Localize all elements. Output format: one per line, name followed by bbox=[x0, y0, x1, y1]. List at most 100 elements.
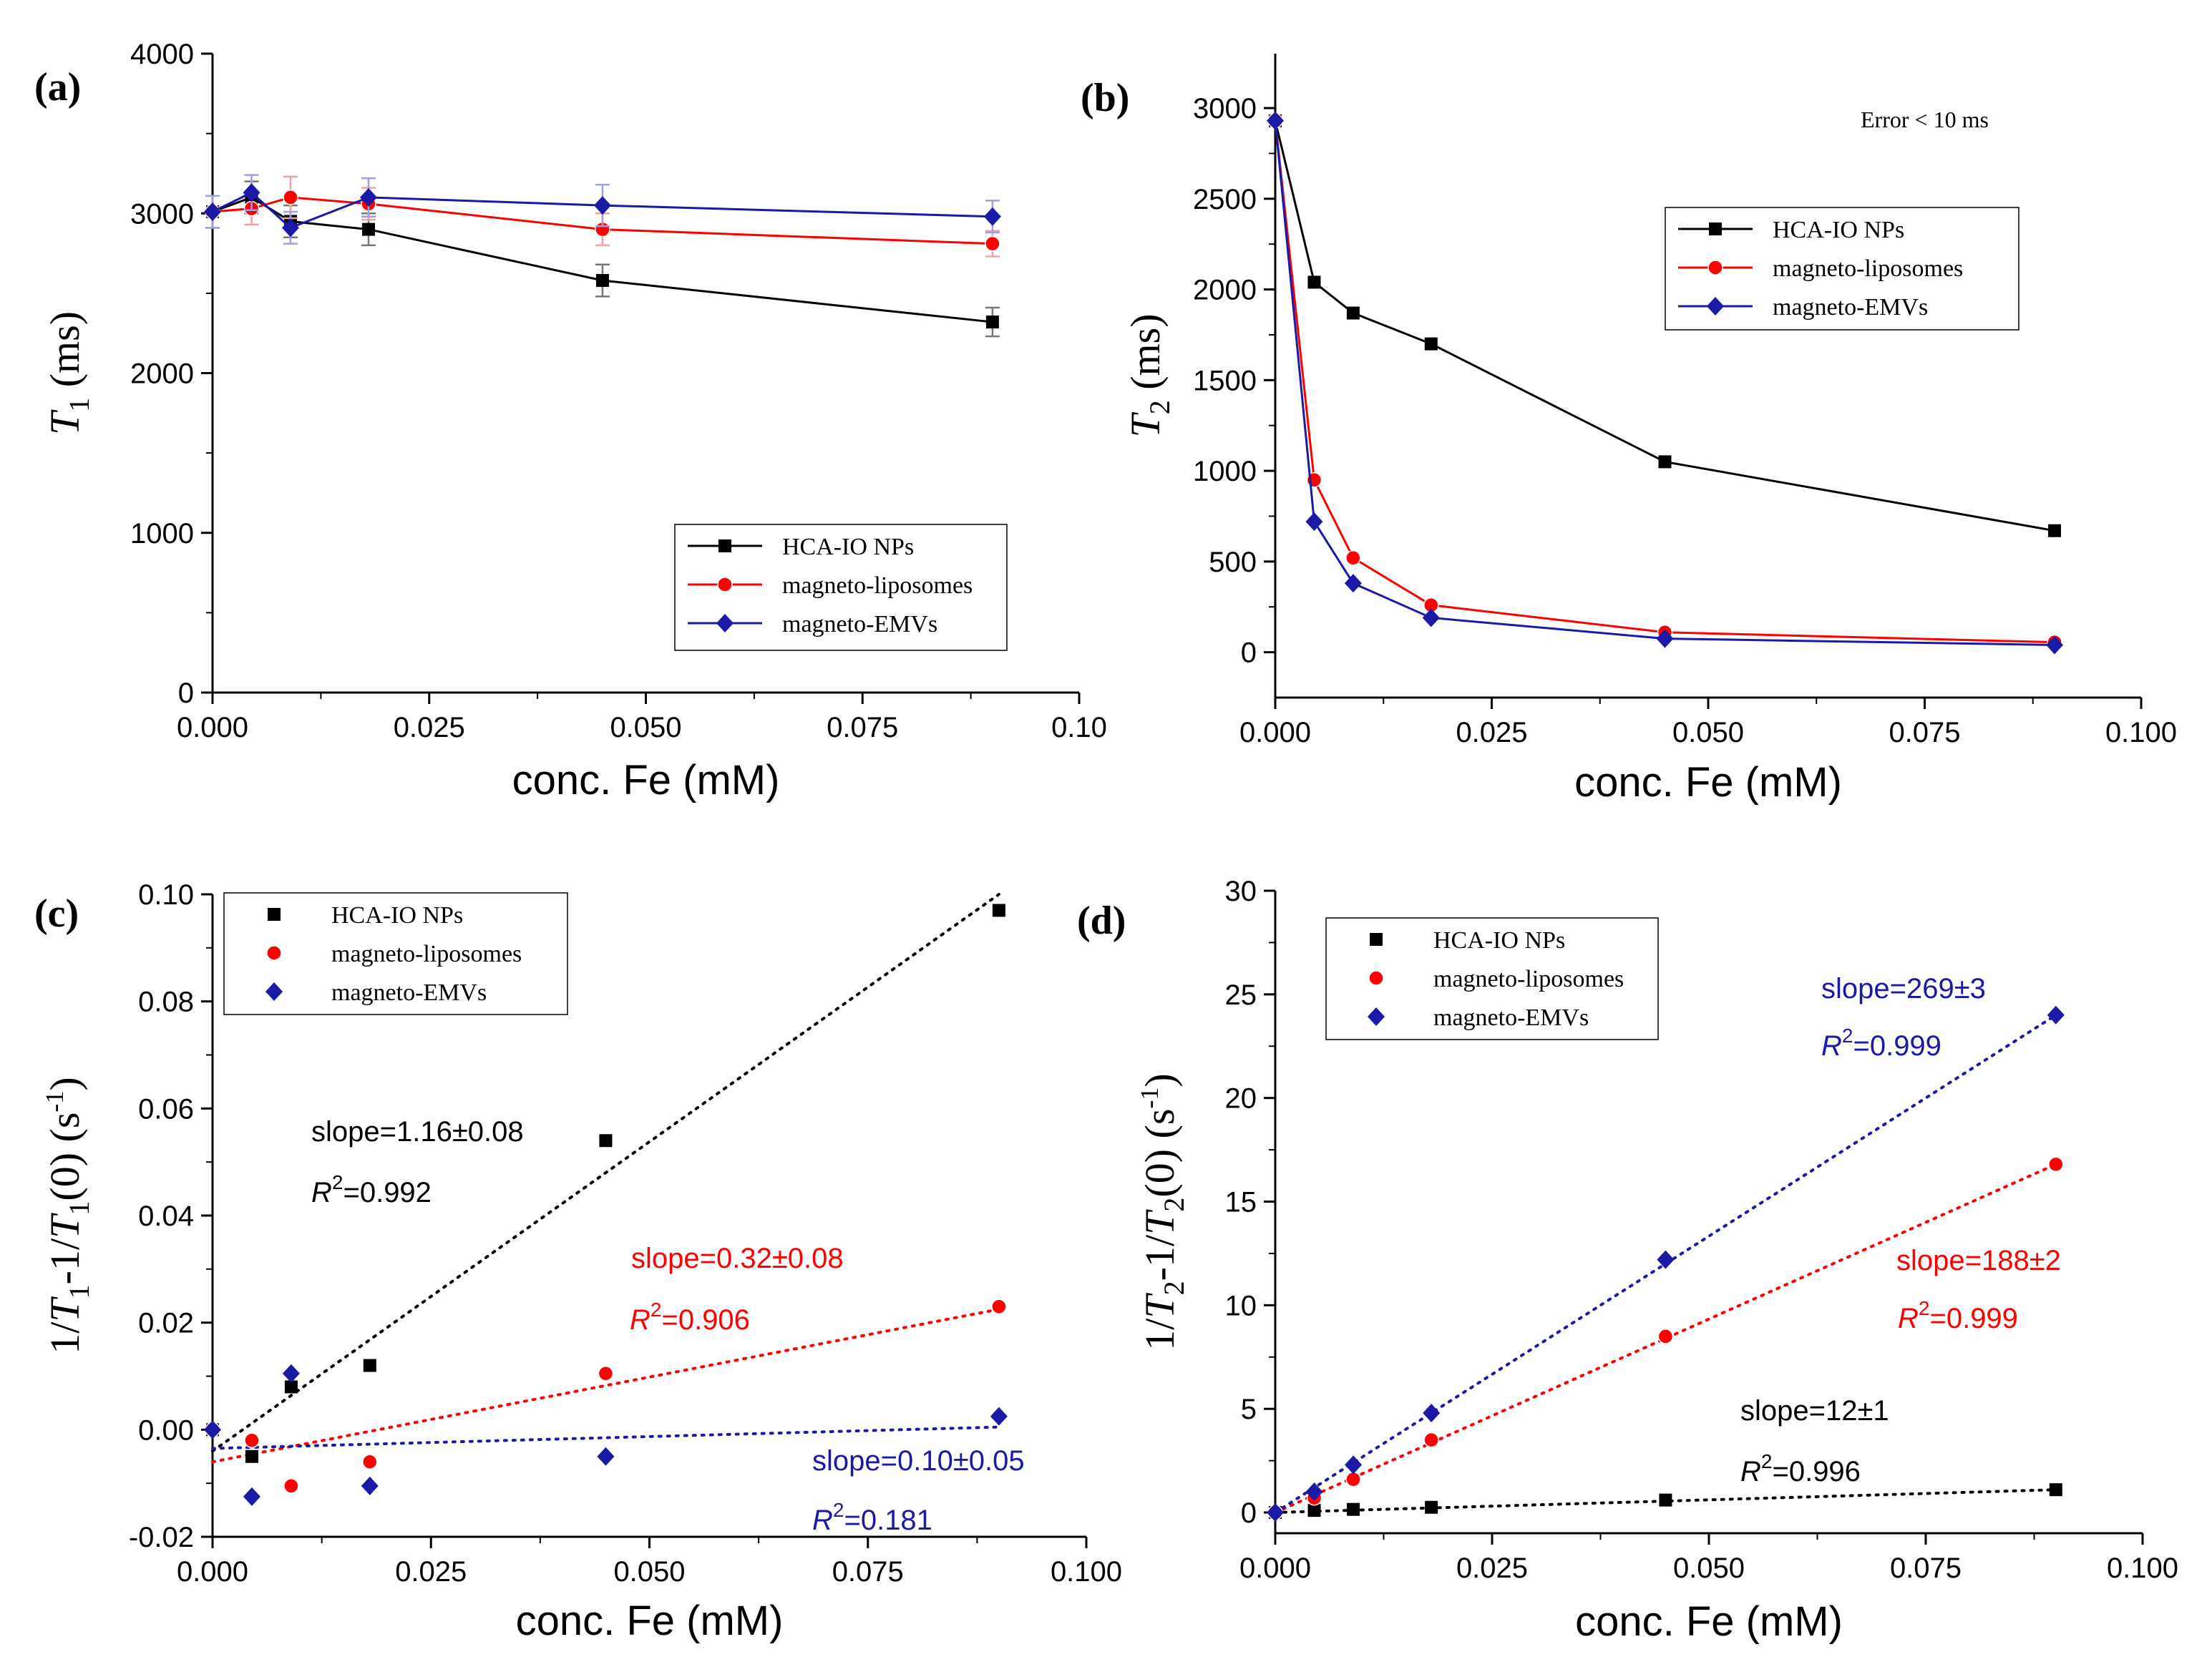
y-axis-title: 1/T2-1/T2(0) (s-1) bbox=[1135, 1073, 1190, 1350]
data-point-magneto-emvs bbox=[361, 1476, 379, 1495]
slope-annotation: slope=188±2 bbox=[1896, 1245, 2061, 1276]
y-tick-label: 0.08 bbox=[138, 987, 194, 1018]
slope-annotation: slope=1.16±0.08 bbox=[311, 1116, 524, 1148]
data-point-magneto-emvs bbox=[359, 187, 377, 207]
data-point-magneto-liposomes bbox=[1345, 550, 1361, 566]
data-point-hca-io-nps bbox=[245, 1450, 258, 1463]
r-squared-annotation: R2=0.906 bbox=[630, 1299, 750, 1336]
y-tick-label: 4000 bbox=[130, 39, 194, 70]
legend-marker-hca-io-nps bbox=[268, 908, 281, 921]
y-tick-label: 0.04 bbox=[138, 1201, 194, 1232]
fit-line-hca-io-nps bbox=[211, 893, 1000, 1453]
panel-a: (a) 0.000 0.025 0.050 0.075 0.10 0 1000 2000 3000… bbox=[34, 39, 1107, 803]
error-note: Error < 10 ms bbox=[1861, 107, 1989, 132]
y-tick-label: 1500 bbox=[1193, 365, 1257, 396]
data-point-magneto-liposomes bbox=[244, 1432, 260, 1449]
x-tick-label: 0.100 bbox=[1051, 1556, 1122, 1588]
y-tick-label: 2500 bbox=[1193, 184, 1257, 215]
fit-line-magneto-liposomes bbox=[1274, 1163, 2057, 1515]
panel-d: (d) 0.000 0.025 0.050 0.075 0.100 0 5 10 15 20 25 30… bbox=[1077, 876, 2178, 1645]
x-tick-label: 0.050 bbox=[1672, 717, 1744, 748]
data-point-magneto-liposomes bbox=[985, 235, 1000, 252]
fit-line-hca-io-nps bbox=[1274, 1488, 2057, 1515]
legend-label: magneto-liposomes bbox=[1773, 255, 1963, 282]
panel-label: (d) bbox=[1077, 899, 1126, 943]
r-squared-annotation: R2=0.996 bbox=[1740, 1450, 1861, 1487]
data-point-hca-io-nps bbox=[595, 274, 609, 288]
data-point-magneto-emvs bbox=[281, 218, 299, 238]
x-tick-label: 0.075 bbox=[1890, 1553, 1962, 1584]
data-point-hca-io-nps bbox=[363, 1359, 376, 1372]
x-tick-label: 0.075 bbox=[827, 712, 898, 743]
y-tick-label: 25 bbox=[1225, 979, 1257, 1011]
x-axis-title: conc. Fe (mM) bbox=[512, 757, 780, 803]
r-squared-annotation: R2=0.999 bbox=[1821, 1025, 1941, 1062]
data-point-magneto-emvs bbox=[1422, 608, 1440, 627]
data-point-hca-io-nps bbox=[1658, 455, 1672, 469]
data-point-magneto-liposomes bbox=[991, 1299, 1007, 1314]
x-tick-label: 0.050 bbox=[610, 712, 681, 743]
series-line bbox=[212, 191, 993, 230]
legend-marker-magneto-emvs bbox=[265, 982, 283, 1001]
fit-line-magneto-liposomes bbox=[211, 1307, 1000, 1464]
legend-marker-magneto-liposomes bbox=[717, 577, 733, 592]
series-magneto-liposomes bbox=[1267, 113, 2062, 650]
legend-label: HCA-IO NPs bbox=[331, 902, 463, 929]
data-point-hca-io-nps bbox=[985, 316, 999, 329]
data-point-hca-io-nps bbox=[2048, 524, 2061, 537]
data-point-magneto-emvs bbox=[597, 1447, 615, 1466]
y-tick-label: 0 bbox=[178, 678, 194, 709]
panel-label: (b) bbox=[1081, 76, 1129, 120]
data-point-hca-io-nps bbox=[2049, 1483, 2062, 1497]
x-tick-label: 0.000 bbox=[1239, 1553, 1311, 1584]
x-axis-title: conc. Fe (mM) bbox=[1574, 759, 1842, 806]
data-point-hca-io-nps bbox=[1347, 1502, 1360, 1516]
data-point-magneto-emvs bbox=[204, 1420, 221, 1439]
series-line bbox=[1274, 120, 2055, 532]
data-point-magneto-emvs bbox=[1305, 512, 1323, 532]
data-point-magneto-emvs bbox=[1305, 1482, 1323, 1502]
data-point-hca-io-nps bbox=[1307, 1504, 1321, 1517]
x-tick-label: 0.025 bbox=[1456, 1553, 1528, 1584]
x-tick-label: 0.075 bbox=[1889, 717, 1960, 748]
data-point-magneto-emvs bbox=[1657, 1250, 1675, 1269]
r-squared-annotation: R2=0.181 bbox=[812, 1499, 932, 1536]
data-point-magneto-emvs bbox=[1656, 629, 1674, 648]
y-tick-label: 2000 bbox=[130, 358, 194, 390]
legend-label: magneto-EMVs bbox=[782, 611, 937, 637]
y-tick-label: 3000 bbox=[1193, 93, 1257, 124]
y-tick-label: -0.02 bbox=[129, 1522, 194, 1553]
data-point-magneto-liposomes bbox=[598, 1366, 614, 1382]
legend: HCA-IO NPs magneto-liposomes magneto-EMVs bbox=[1665, 207, 2019, 331]
series-magneto-emvs bbox=[1267, 1005, 2065, 1522]
series-magneto-emvs bbox=[204, 174, 1001, 245]
y-tick-label: 0 bbox=[1241, 1497, 1257, 1529]
data-point-hca-io-nps bbox=[284, 1380, 298, 1394]
data-point-magneto-emvs bbox=[2046, 635, 2063, 655]
panel-b: (b) 0.000 0.025 0.050 0.075 0.100 0 500 1000 1500… bbox=[1081, 54, 2177, 806]
data-point-magneto-emvs bbox=[983, 207, 1001, 226]
y-tick-label: 0 bbox=[1241, 637, 1257, 669]
y-tick-label: 0.02 bbox=[138, 1308, 194, 1339]
data-point-hca-io-nps bbox=[1659, 1493, 1672, 1507]
x-tick-label: 0.000 bbox=[1239, 717, 1311, 748]
slope-annotation: slope=269±3 bbox=[1821, 973, 1986, 1004]
data-point-magneto-emvs bbox=[1345, 1455, 1363, 1475]
legend-label: magneto-liposomes bbox=[1433, 966, 1624, 992]
series-line bbox=[212, 196, 993, 323]
legend-marker-magneto-emvs bbox=[1707, 297, 1724, 316]
y-tick-label: 1000 bbox=[130, 518, 194, 549]
r-squared-annotation: R2=0.992 bbox=[311, 1171, 432, 1208]
legend-marker-hca-io-nps bbox=[718, 539, 731, 552]
data-point-magneto-emvs bbox=[2047, 1005, 2065, 1025]
data-point-magneto-liposomes bbox=[2048, 1156, 2064, 1173]
x-tick-label: 0.075 bbox=[832, 1556, 904, 1588]
x-tick-label: 0.050 bbox=[1673, 1553, 1745, 1584]
data-point-magneto-liposomes bbox=[1423, 1432, 1439, 1448]
x-tick-label: 0.100 bbox=[2107, 1553, 2178, 1584]
series-hca-io-nps bbox=[206, 904, 1005, 1463]
data-point-hca-io-nps bbox=[1346, 306, 1360, 320]
legend: HCA-IO NPs magneto-liposomes magneto-EMVs bbox=[674, 524, 1008, 651]
x-axis-title: conc. Fe (mM) bbox=[516, 1598, 784, 1644]
x-tick-label: 0.025 bbox=[395, 1556, 467, 1588]
